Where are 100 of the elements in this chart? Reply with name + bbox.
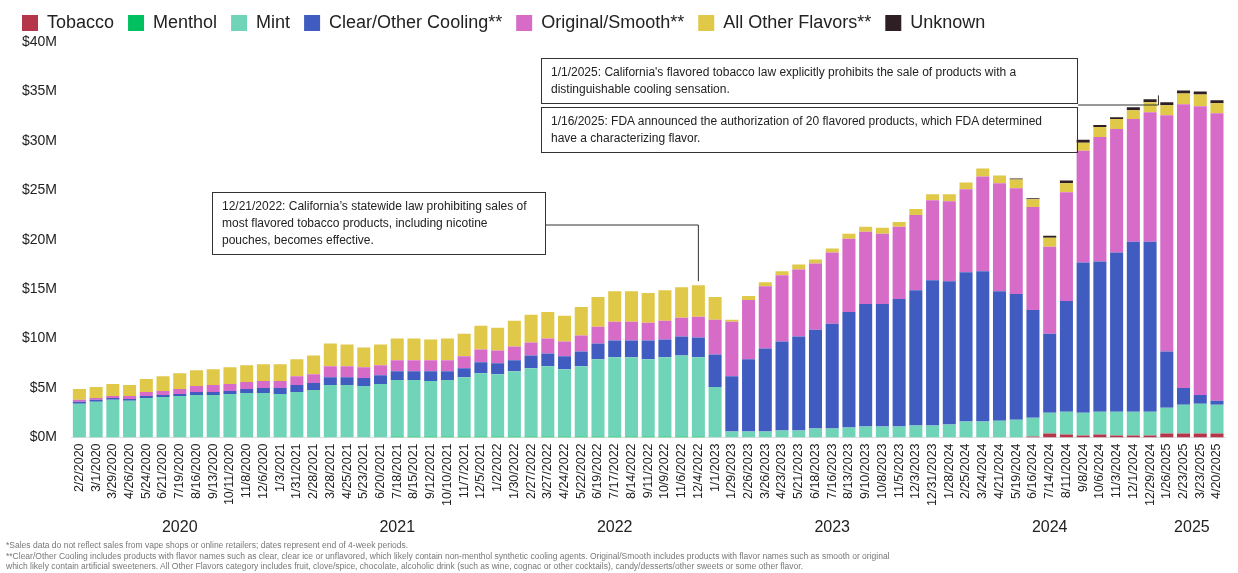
bar — [240, 392, 254, 438]
bar — [1093, 127, 1107, 137]
x-tick-label: 4/23/2023 — [774, 443, 789, 500]
bar — [1143, 241, 1157, 412]
y-tick-label: $40M — [21, 32, 58, 49]
bar — [1076, 412, 1090, 436]
bar — [574, 366, 588, 437]
bar — [156, 390, 170, 395]
bar — [1043, 433, 1057, 438]
bar — [1093, 261, 1107, 412]
x-tick-label: 4/24/2022 — [556, 443, 571, 500]
bar — [1110, 129, 1124, 253]
bar — [792, 264, 806, 270]
bar — [1160, 105, 1174, 116]
bar — [926, 425, 940, 438]
bar — [641, 359, 655, 437]
bar — [875, 303, 889, 427]
bar — [1177, 104, 1191, 389]
bar — [775, 430, 789, 438]
x-tick-label: 7/18/2021 — [389, 443, 404, 500]
text: 2024 — [1031, 518, 1068, 536]
bar — [524, 314, 538, 343]
bar — [1210, 404, 1224, 434]
bar — [491, 327, 505, 351]
bar — [72, 389, 86, 400]
x-tick-label: 6/20/2021 — [372, 443, 387, 500]
x-tick-label: 2/2/2020 — [71, 443, 86, 493]
bar — [942, 424, 956, 438]
text: 2020 — [161, 518, 198, 536]
bar — [424, 360, 438, 372]
x-tick-label: 6/18/2023 — [807, 443, 822, 500]
bar — [725, 376, 739, 432]
bar — [323, 385, 337, 438]
bar — [290, 391, 304, 438]
bar — [608, 357, 622, 437]
bar — [357, 347, 371, 368]
bar — [407, 380, 421, 437]
annotation: 1/1/2025: California's flavored tobacco law explicitly prohibits the sale of products with a distinguishable cooling sensation. — [541, 58, 1078, 104]
bar — [424, 381, 438, 437]
bar — [373, 365, 388, 376]
bar — [859, 226, 873, 232]
bar — [875, 227, 889, 234]
bar — [1059, 192, 1073, 302]
x-tick-label: 11/7/2021 — [456, 443, 471, 499]
bar — [1143, 112, 1157, 242]
y-tick-label: $15M — [21, 280, 58, 297]
bar — [89, 401, 103, 438]
bar — [474, 373, 488, 437]
bar — [942, 281, 956, 425]
bar — [357, 367, 371, 379]
x-tick-label: 4/21/2024 — [991, 443, 1006, 500]
x-tick-label: 6/21/2020 — [155, 443, 170, 500]
bar — [373, 384, 388, 438]
bar — [959, 189, 973, 273]
bar — [641, 293, 655, 323]
bar — [1177, 404, 1191, 434]
x-tick-label: 8/14/2022 — [623, 443, 638, 500]
bar — [1143, 99, 1157, 103]
bar — [290, 376, 304, 386]
bar — [892, 226, 906, 300]
bar — [825, 428, 839, 438]
y-tick-label: $20M — [21, 230, 58, 247]
bar — [758, 282, 772, 287]
x-tick-label: 1/30/2022 — [506, 443, 521, 500]
bar — [892, 299, 906, 427]
bar — [959, 272, 973, 422]
bar — [959, 182, 973, 190]
bar — [507, 320, 521, 347]
bar — [273, 364, 287, 382]
x-tick-label: 10/11/2020 — [222, 443, 237, 506]
bar — [457, 377, 471, 437]
bar — [290, 359, 304, 377]
bar — [307, 355, 321, 375]
bar — [758, 348, 772, 432]
bar — [926, 280, 940, 426]
x-tick-label: 10/8/2023 — [874, 443, 889, 500]
bar — [273, 381, 287, 389]
bar — [440, 338, 454, 361]
bar — [1160, 115, 1174, 352]
bar — [909, 209, 923, 216]
bar — [206, 369, 220, 386]
bar — [742, 296, 756, 301]
bar — [708, 354, 722, 388]
x-tick-label: 6/19/2022 — [590, 443, 605, 500]
text: 2021 — [379, 518, 416, 536]
bar — [658, 339, 672, 358]
bar — [390, 338, 404, 361]
y-tick-label: $35M — [21, 82, 58, 99]
bar — [708, 297, 722, 320]
bar — [307, 389, 321, 438]
bar — [1059, 180, 1073, 184]
bar — [1126, 411, 1140, 436]
bar — [474, 325, 488, 350]
bar — [373, 344, 388, 366]
y-tick-label: $25M — [21, 181, 58, 198]
bar — [240, 389, 254, 393]
bar — [608, 291, 622, 322]
bar — [123, 400, 137, 438]
bar — [825, 252, 839, 324]
bar — [1110, 411, 1124, 436]
